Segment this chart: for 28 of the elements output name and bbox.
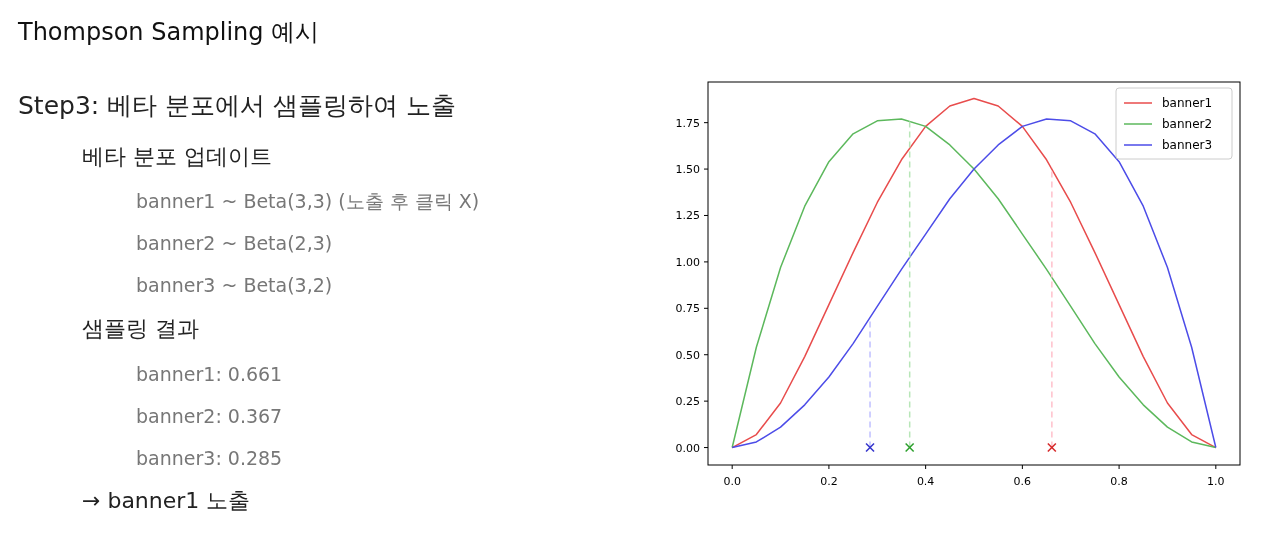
y-tick-label: 0.75: [675, 302, 700, 316]
text: Step3: 베타 분포에서 샘플링하여 노출: [18, 91, 457, 120]
y-tick-label: 1.00: [675, 255, 700, 269]
x-tick-label: 0.8: [1110, 475, 1128, 488]
x-tick-label: 0.2: [820, 475, 838, 488]
y-tick-label: 0.50: [675, 348, 700, 362]
text: banner1: 0.661: [136, 363, 283, 385]
text: banner3 ~ Beta(3,2): [136, 274, 333, 296]
y-tick-label: 0.25: [675, 395, 700, 409]
text: 베타 분포 업데이트: [82, 144, 272, 169]
legend-label: banner2: [1162, 117, 1213, 131]
x-tick-label: 0.6: [1013, 475, 1032, 488]
text: Thompson Sampling 예시: [17, 18, 320, 46]
text: banner2 ~ Beta(2,3): [136, 232, 333, 254]
text: banner2: 0.367: [136, 405, 283, 427]
y-tick-label: 0.00: [675, 441, 700, 455]
text: banner3: 0.285: [136, 447, 283, 469]
x-tick-label: 1.0: [1207, 475, 1225, 488]
text: banner1 ~ Beta(3,3) (노출 후 클릭 X): [136, 190, 480, 212]
x-tick-label: 0.0: [723, 475, 741, 488]
y-tick-label: 1.25: [675, 209, 700, 223]
legend-label: banner3: [1162, 138, 1213, 152]
text: → banner1 노출: [82, 488, 251, 513]
y-tick-label: 1.50: [675, 163, 700, 177]
x-tick-label: 0.4: [916, 475, 935, 488]
text: 샘플링 결과: [82, 316, 199, 341]
legend-label: banner1: [1162, 96, 1213, 110]
y-tick-label: 1.75: [675, 116, 700, 130]
